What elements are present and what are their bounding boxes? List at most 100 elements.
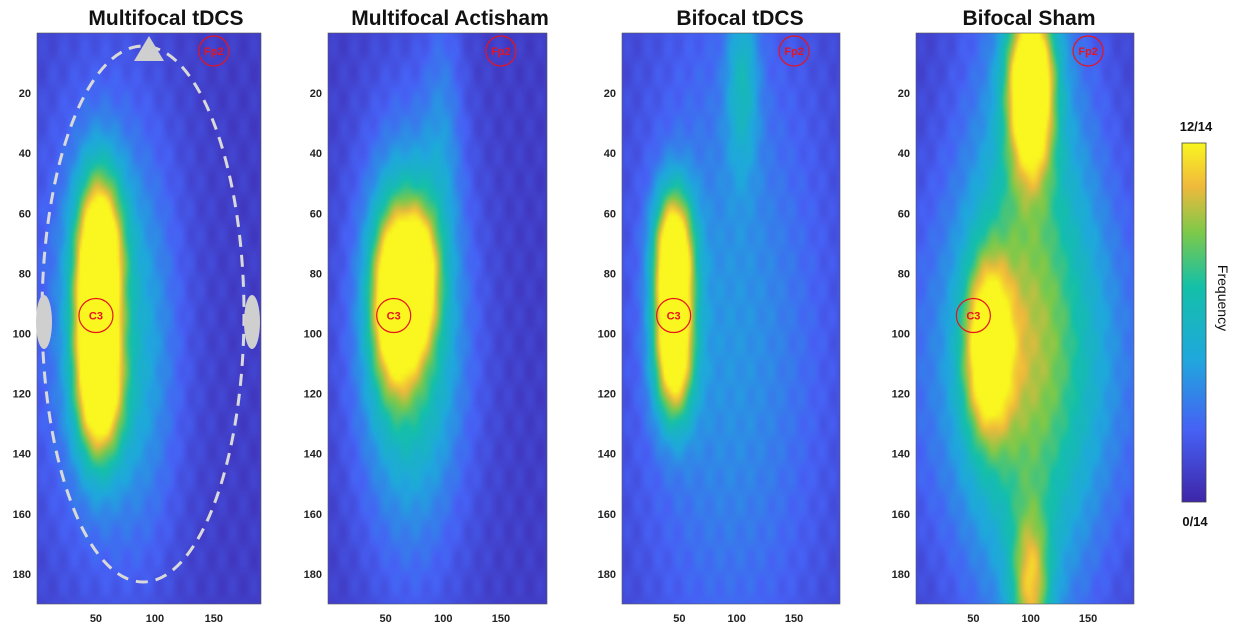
- x-tick-label: 50: [90, 613, 102, 625]
- colorbar-min-label: 0/14: [1182, 514, 1208, 529]
- x-tick-label: 150: [492, 613, 510, 625]
- electrode-markers: Fp2 C3: [656, 35, 810, 334]
- y-tick-label: 40: [19, 148, 31, 160]
- y-tick-label: 60: [898, 208, 910, 220]
- heatmap-image: [622, 33, 840, 604]
- x-tick-label: 150: [785, 613, 803, 625]
- fp2-electrode-circle: [1072, 35, 1104, 67]
- panel-title: Bifocal tDCS: [676, 7, 803, 30]
- y-tick-label: 160: [598, 509, 616, 521]
- y-tick-label: 60: [310, 208, 322, 220]
- heatmap-area: [36, 32, 262, 605]
- y-tick-label: 140: [892, 449, 910, 461]
- fp2-electrode-label: Fp2: [784, 46, 804, 58]
- y-tick-label: 120: [13, 389, 31, 401]
- x-tick-label: 50: [380, 613, 392, 625]
- c3-electrode-circle: [656, 297, 692, 334]
- heatmap-image: [916, 33, 1134, 604]
- x-tick-label: 50: [673, 613, 685, 625]
- y-tick-label: 180: [13, 569, 31, 581]
- left-ear-marker: [36, 295, 52, 349]
- axis-ticks: 20 40 60 80 100 120 140 160 180 50 100 150: [13, 88, 223, 625]
- y-tick-label: 20: [19, 88, 31, 100]
- c3-electrode-circle: [78, 297, 114, 334]
- c3-electrode-label: C3: [89, 310, 103, 322]
- heatmap-image: [328, 33, 547, 604]
- panel-multifocal-tdcs: Multifocal tDCS 20 40 60 80 100 120 140 160 180 5…: [13, 7, 262, 625]
- panel-multifocal-actisham: Multifocal Actisham 20 40 60 80 100 120 140 160…: [304, 7, 549, 625]
- c3-electrode-circle: [955, 297, 991, 334]
- y-tick-label: 60: [604, 208, 616, 220]
- fp2-electrode-label: Fp2: [491, 46, 511, 58]
- fp2-electrode-circle: [778, 35, 810, 67]
- c3-electrode-circle: [376, 297, 412, 334]
- plot-frame: [327, 32, 548, 605]
- electrode-markers: Fp2 C3: [376, 35, 517, 334]
- heatmap-area: [327, 32, 548, 605]
- y-tick-label: 160: [304, 509, 322, 521]
- plot-frame: [621, 32, 841, 605]
- heatmap-area: [915, 32, 1135, 605]
- y-tick-label: 20: [310, 88, 322, 100]
- panel-title: Bifocal Sham: [962, 7, 1095, 30]
- y-tick-label: 100: [892, 329, 910, 341]
- x-tick-label: 50: [967, 613, 979, 625]
- panel-bifocal-sham: Bifocal Sham 20 40 60 80 100 120 140 160 180 50 10…: [892, 7, 1135, 625]
- y-tick-label: 180: [304, 569, 322, 581]
- x-tick-label: 100: [1022, 613, 1040, 625]
- y-tick-label: 120: [598, 389, 616, 401]
- fp2-electrode-circle: [485, 35, 517, 67]
- y-tick-label: 100: [13, 329, 31, 341]
- fp2-electrode-label: Fp2: [204, 46, 224, 58]
- y-tick-label: 80: [310, 268, 322, 280]
- right-ear-marker: [244, 295, 260, 349]
- y-tick-label: 80: [19, 268, 31, 280]
- y-tick-label: 120: [304, 389, 322, 401]
- y-tick-label: 120: [892, 389, 910, 401]
- nose-marker: [134, 36, 164, 61]
- y-tick-label: 80: [604, 268, 616, 280]
- x-tick-label: 150: [205, 613, 223, 625]
- y-tick-label: 80: [898, 268, 910, 280]
- colorbar-gradient: [1181, 142, 1207, 503]
- heatmap-image: [37, 33, 261, 604]
- y-tick-label: 100: [598, 329, 616, 341]
- axis-ticks: 20 40 60 80 100 120 140 160 180 50 100 150: [892, 88, 1098, 625]
- electrode-markers: Fp2 C3: [955, 35, 1104, 334]
- panel-bifocal-tdcs: Bifocal tDCS 20 40 60 80 100 120 140 160 180 50 10…: [598, 7, 841, 625]
- colorbar: 12/14 0/14 Frequency: [1180, 119, 1231, 529]
- axis-ticks: 20 40 60 80 100 120 140 160 180 50 100 150: [598, 88, 804, 625]
- x-tick-label: 150: [1079, 613, 1097, 625]
- y-tick-label: 100: [304, 329, 322, 341]
- y-tick-label: 180: [892, 569, 910, 581]
- axis-ticks: 20 40 60 80 100 120 140 160 180 50 100 150: [304, 88, 510, 625]
- y-tick-label: 40: [604, 148, 616, 160]
- y-tick-label: 140: [304, 449, 322, 461]
- y-tick-label: 20: [898, 88, 910, 100]
- x-tick-label: 100: [434, 613, 452, 625]
- colorbar-title: Frequency: [1215, 265, 1231, 331]
- head-outline: [36, 36, 260, 584]
- y-tick-label: 140: [598, 449, 616, 461]
- y-tick-label: 140: [13, 449, 31, 461]
- x-tick-label: 100: [728, 613, 746, 625]
- y-tick-label: 180: [598, 569, 616, 581]
- y-tick-label: 160: [13, 509, 31, 521]
- fp2-electrode-circle: [198, 35, 230, 67]
- electrode-markers: Fp2 C3: [78, 35, 230, 334]
- colorbar-max-label: 12/14: [1180, 119, 1213, 134]
- y-tick-label: 20: [604, 88, 616, 100]
- c3-electrode-label: C3: [667, 310, 681, 322]
- panel-title: Multifocal Actisham: [351, 7, 549, 30]
- panel-title: Multifocal tDCS: [88, 7, 243, 30]
- y-tick-label: 60: [19, 208, 31, 220]
- y-tick-label: 40: [310, 148, 322, 160]
- c3-electrode-label: C3: [966, 310, 980, 322]
- c3-electrode-label: C3: [387, 310, 401, 322]
- heatmap-area: [621, 32, 841, 605]
- x-tick-label: 100: [146, 613, 164, 625]
- y-tick-label: 40: [898, 148, 910, 160]
- y-tick-label: 160: [892, 509, 910, 521]
- fp2-electrode-label: Fp2: [1078, 46, 1098, 58]
